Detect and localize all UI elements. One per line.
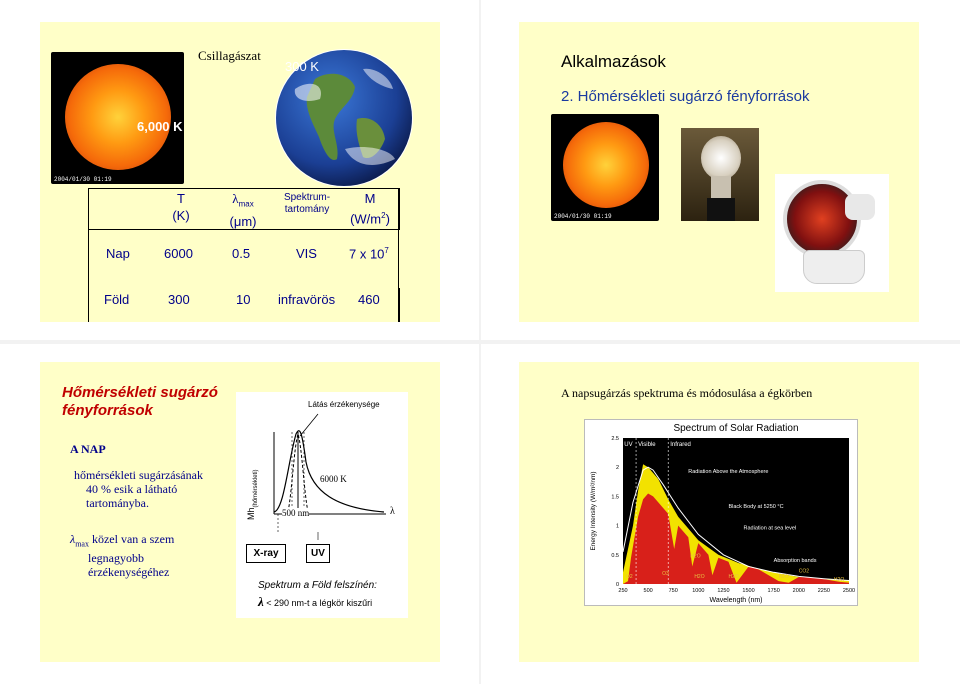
absorption-label: O3 — [662, 571, 669, 577]
header-spectrum: Spektrum-tartomány — [283, 192, 331, 215]
peak-label: 500 nm — [282, 508, 310, 518]
annotation-absorption: Absorption bands — [774, 558, 817, 564]
header-t: T (K) — [172, 191, 190, 223]
sun-timestamp: 2004/01/30 01:19 — [554, 213, 612, 220]
sun-timestamp: 2004/01/30 01:19 — [54, 176, 112, 183]
absorption-label: H2O — [779, 574, 789, 580]
slide-solar-spectrum: A napsugárzás spektruma és módosulása a … — [519, 362, 919, 662]
header-m: M (W/m2) — [350, 191, 390, 227]
slide-title: Csillagászat — [198, 48, 261, 63]
lamp-handle-icon — [845, 194, 875, 220]
slide-title: Alkalmazások — [561, 52, 666, 71]
band-label: UV — [624, 442, 632, 448]
absorption-label: H2O — [728, 574, 738, 580]
text-block-visible: hőmérsékleti sugárzásának 40 % esik a lá… — [74, 468, 203, 510]
light-bulb-photo — [681, 128, 759, 221]
header-lambda: λmax (μm) — [229, 191, 257, 229]
y-tick-label: 1 — [616, 524, 619, 530]
annotation-sea: Radiation at sea level — [744, 526, 797, 532]
lamp-head-icon — [783, 180, 861, 258]
vision-pointer — [299, 413, 319, 437]
band-label: Visible — [638, 442, 656, 448]
spectrum-diagram: Látás érzékenysége Mh(hőmérsékleti) 6000… — [236, 392, 408, 618]
absorption-label: H2O — [834, 577, 844, 583]
slide-thermal-sources: Hőmérsékleti sugárzó fényforrások A NAP h… — [40, 362, 440, 662]
annotation-blackbody: Black Body at 5250 °C — [728, 504, 783, 510]
x-tick-label: 500 — [644, 588, 653, 594]
y-axis-label: Energy Intensity (W/m²/nm) — [590, 471, 597, 550]
planck-curve — [273, 430, 385, 513]
y-axis-label: Mh(hőmérsékleti) — [246, 469, 259, 520]
bulb-neck-icon — [711, 176, 731, 198]
x-axis-label: Wavelength (nm) — [709, 597, 762, 604]
absorption-label: H2O — [694, 574, 704, 580]
diagram-svg — [273, 413, 386, 540]
lambda-axis-label: λ — [390, 506, 395, 517]
sun-temp-label: 6,000 K — [137, 119, 183, 134]
x-tick-label: 2500 — [843, 588, 855, 594]
section-heading: A NAP — [70, 442, 106, 456]
x-tick-label: 250 — [618, 588, 627, 594]
table-row-earth: Föld 300 10 infravörös 460 — [104, 292, 380, 307]
line-black-body — [622, 466, 850, 581]
earth-temp-label: 300 K — [285, 59, 319, 74]
y-tick-label: 0 — [616, 582, 619, 588]
band-label: Infrared — [670, 442, 691, 448]
bulb-glass-icon — [701, 136, 741, 180]
solar-chart-svg: Spectrum of Solar Radiation UV Visible Infr… — [585, 420, 857, 605]
absorption-label: O2 — [626, 574, 633, 580]
x-tick-label: 2250 — [818, 588, 830, 594]
table-row-sun: Nap 6000 0.5 VIS 7 x 107 — [106, 246, 389, 262]
annotation-above: Radiation Above the Atmosphere — [688, 469, 768, 475]
y-tick-label: 2.5 — [611, 436, 619, 442]
x-tick-label: 1500 — [742, 588, 754, 594]
earth-photo-bg: 300 K — [275, 49, 413, 187]
absorption-label: H2O — [690, 554, 700, 560]
sun-photo: 6,000 K 2004/01/30 01:19 — [51, 52, 184, 184]
title-bar — [623, 420, 849, 434]
text-block-lambda: λmax közel van a szem legnagyobb érzéken… — [70, 532, 175, 580]
x-tick-label: 1750 — [768, 588, 780, 594]
absorption-label: CO2 — [799, 568, 810, 574]
x-tick-label: 750 — [669, 588, 678, 594]
earth-icon — [276, 50, 412, 186]
slide-subtitle: 2. Hőmérsékleti sugárzó fényforrások — [561, 88, 810, 105]
slide-title: Hőmérsékleti sugárzó fényforrások — [62, 384, 218, 419]
caption-line1: Spektrum a Föld felszínén: — [258, 580, 377, 591]
y-tick-label: 1.5 — [611, 494, 619, 500]
solar-chart: Spectrum of Solar Radiation UV Visible Infr… — [584, 419, 858, 606]
lamp-base-icon — [803, 250, 865, 284]
temp-label: 6000 K — [320, 474, 347, 484]
bulb-socket-icon — [707, 198, 735, 221]
sun-photo: 2004/01/30 01:19 — [551, 114, 659, 221]
x-tick-label: 1000 — [692, 588, 704, 594]
chart-title: Spectrum of Solar Radiation — [673, 423, 798, 434]
radiation-table — [88, 188, 400, 322]
caption-line2: λ < 290 nm-t a légkör kiszűri — [258, 594, 373, 609]
x-tick-label: 1250 — [717, 588, 729, 594]
y-tick-label: 2 — [616, 465, 619, 471]
y-tick-label: 0.5 — [611, 553, 619, 559]
uv-box: UV — [306, 544, 330, 563]
vision-curve — [287, 432, 309, 513]
infrared-lamp-photo — [775, 174, 889, 292]
vision-label: Látás érzékenysége — [308, 400, 380, 409]
area-sea-level — [623, 493, 849, 584]
slide-applications: Alkalmazások 2. Hőmérsékleti sugárzó fén… — [519, 22, 919, 322]
slide-title: A napsugárzás spektruma és módosulása a … — [561, 386, 813, 400]
slide-astronomy: 6,000 K 2004/01/30 01:19 Csillagászat 30… — [40, 22, 440, 322]
x-tick-label: 2000 — [793, 588, 805, 594]
xray-box: X-ray — [246, 544, 286, 563]
